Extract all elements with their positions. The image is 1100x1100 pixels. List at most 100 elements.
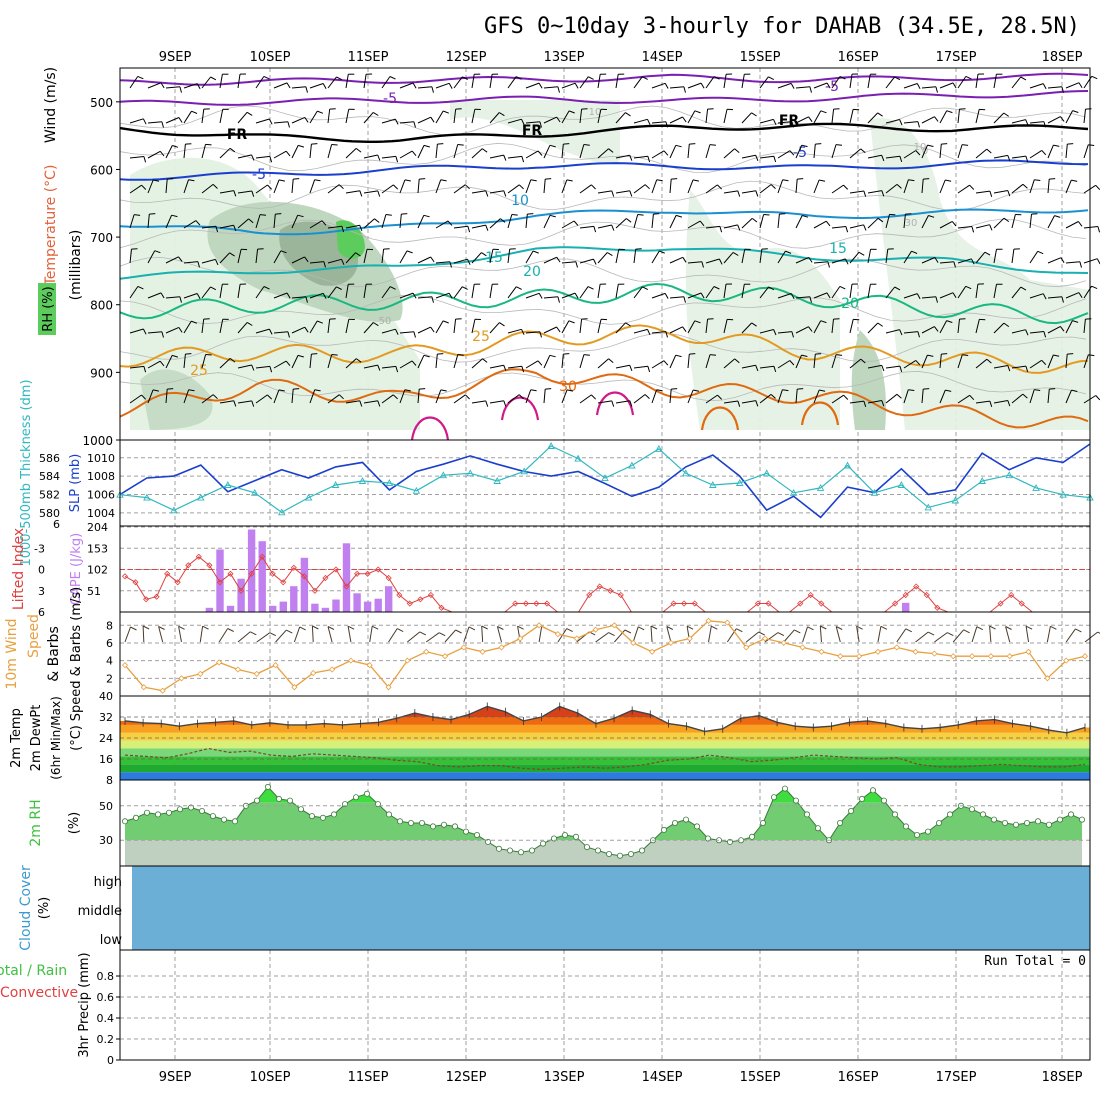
wind-barb [741, 284, 745, 299]
plot-area: 9SEP 9SEP 10SEP 10SEP 11SEP 11SEP 12SEP 12SEP 13… [0, 50, 1100, 1085]
wind-barb [507, 184, 520, 194]
wind-barb [651, 121, 666, 124]
wind-barb [867, 364, 882, 369]
wind-barb-flag [355, 148, 362, 153]
x-tick-label-bottom: 16SEP [838, 1070, 879, 1085]
wind-barb [345, 190, 360, 194]
rh-point [947, 811, 954, 818]
wind-barb [165, 256, 179, 264]
wind-barb [201, 354, 207, 369]
wind-barb [309, 220, 323, 229]
wind-barb [291, 355, 299, 369]
wind-barb [311, 625, 314, 643]
wind-barb [561, 292, 576, 299]
rh-point [1024, 820, 1031, 827]
wind-barb [1047, 215, 1055, 229]
rh-point [418, 820, 425, 827]
wind-barb [201, 319, 205, 334]
wind-barb [165, 179, 168, 194]
lifted-index-point [670, 600, 677, 607]
temperature-axis-label: Temperature (°C) [43, 165, 59, 287]
wind-barb [615, 249, 620, 264]
wind-barb-flag [808, 116, 813, 122]
rh-point [396, 818, 403, 825]
wind-barb [381, 249, 385, 264]
wind-barb-flag [899, 365, 903, 373]
wind-barb [849, 251, 860, 264]
wind-barb [633, 184, 646, 194]
wind-barb [651, 360, 665, 369]
rh-point [683, 816, 690, 823]
wind-barb-flag [945, 179, 952, 182]
lifted-index-axis-label: Lifted Index [11, 528, 27, 610]
wind-barb [399, 389, 406, 404]
rh-point [914, 832, 921, 839]
wind-barb-flag [856, 625, 863, 630]
isotherm-warm-loop [800, 401, 840, 426]
wind-barb-flag [314, 389, 321, 392]
rh-point [815, 825, 822, 832]
wind-barb-flag [777, 632, 785, 637]
rh-shade-area [870, 118, 1090, 431]
wind-barb-flag [511, 214, 518, 216]
thickness-point [843, 461, 852, 469]
wind-barb [723, 190, 738, 194]
lifted-index-point [997, 600, 1004, 607]
wind-barb [507, 214, 513, 229]
wind-barb-flag [881, 400, 885, 407]
wind-barb [597, 358, 609, 369]
wind-barb-flag [951, 221, 957, 227]
wind-barb-flag [515, 76, 522, 80]
wind-barb-flag [863, 224, 867, 231]
wind-barb [201, 394, 214, 404]
y-tick-label: 1004 [87, 507, 115, 520]
wind-barb-flag [836, 354, 843, 356]
wind-barb [813, 389, 820, 404]
wind-speed-point [931, 650, 938, 657]
wind-barb [237, 322, 248, 334]
wind-barb [849, 148, 862, 159]
wind-barb [957, 76, 967, 89]
dewpoint-line [124, 747, 1086, 771]
y-tick-label: 1010 [87, 452, 115, 465]
wind-barb-flag [928, 215, 935, 218]
lifted-index-point [332, 566, 340, 573]
wind-barb-flag [751, 112, 757, 117]
wind-barb-flag [574, 292, 579, 299]
wind-barb-flag [665, 121, 668, 128]
wind-speed-point [197, 670, 204, 677]
wind-barb-flag [941, 143, 948, 145]
rh-point [661, 826, 668, 833]
thickness-point [789, 488, 798, 496]
wind-barb [147, 292, 162, 299]
rh-point [407, 820, 414, 827]
x-tick-label-bottom: 14SEP [642, 1070, 683, 1085]
cape-bar [321, 607, 330, 612]
wind-barb-flag [233, 400, 237, 407]
wind-barb [273, 331, 288, 334]
wind-barb-flag [215, 226, 219, 233]
wind-barb-flag [178, 256, 183, 262]
wind-barb [489, 400, 504, 404]
wind-barb-flag [251, 154, 255, 161]
wind-barb [993, 74, 997, 89]
wind-barb [237, 364, 252, 369]
wind-barb-flag [734, 358, 740, 364]
y-tick-label: 50 [99, 800, 113, 813]
wind-barb-flag [656, 389, 663, 392]
wind-barb [165, 86, 180, 89]
wind-barb [256, 632, 271, 643]
wind-barb-flag [573, 220, 579, 226]
lifted-index-point [512, 600, 519, 607]
wind-barb-flag [172, 354, 179, 358]
wind-barb-flag [557, 296, 560, 303]
wind-speed-point [498, 644, 505, 651]
wind-barb [705, 394, 718, 404]
wind-barb-flag [413, 331, 416, 338]
wind-barb [327, 109, 331, 124]
wind-barb-flag [611, 224, 615, 231]
temp-band [120, 748, 1090, 757]
thickness-point [601, 474, 609, 482]
lifted-index-point [153, 593, 160, 600]
